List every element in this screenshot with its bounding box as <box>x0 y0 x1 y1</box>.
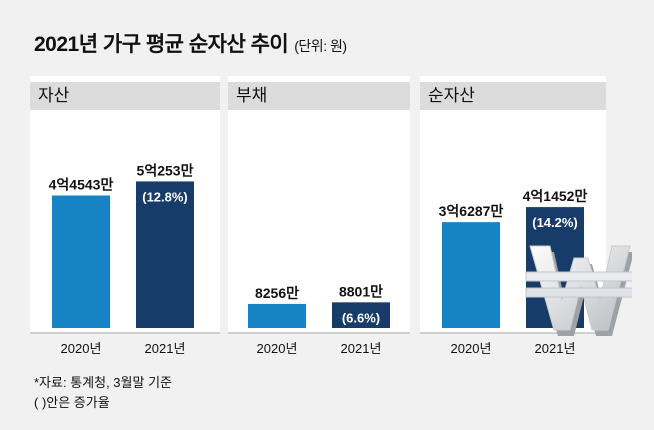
panel-title: 자산 <box>30 82 220 110</box>
bar-plot: 8256만 8801만 (6.6%) <box>248 283 390 328</box>
growth-label: (14.2%) <box>532 215 578 230</box>
panel-title: 부채 <box>228 82 410 110</box>
year-label: 2020년 <box>60 341 102 356</box>
panel-title: 순자산 <box>420 82 606 110</box>
year-label: 2020년 <box>256 341 298 356</box>
growth-label: (12.8%) <box>142 189 188 204</box>
value-label: 8801만 <box>339 283 383 299</box>
chart-title: 2021년 가구 평균 순자산 추이 (단위: 원) <box>34 28 347 58</box>
year-label: 2021년 <box>340 341 382 356</box>
bar-2020 <box>52 195 110 328</box>
year-label: 2021년 <box>144 341 186 356</box>
source-note: *자료: 통계청, 3월말 기준 <box>34 375 172 390</box>
bar-plot: 4억4543만 5억253만 (12.8%) <box>49 162 194 328</box>
growth-note: ( )안은 증가율 <box>34 395 110 410</box>
value-label: 8256만 <box>255 285 299 301</box>
value-label: 4억4543만 <box>49 176 114 192</box>
year-label: 2021년 <box>534 341 576 356</box>
value-label: 4억1452만 <box>523 188 588 204</box>
bar-2020 <box>442 222 500 328</box>
chart-title-text: 2021년 가구 평균 순자산 추이 <box>34 33 289 56</box>
chart-panel-1: 자산 4억4543만 5억253만 (12.8%) <box>30 76 220 334</box>
bar-2020 <box>248 303 306 328</box>
bar-2021 <box>136 181 194 328</box>
bar-2021 <box>332 302 390 328</box>
unit-label: (단위: 원) <box>294 38 347 54</box>
chart-panel-2: 부채 8256만 8801만 (6.6%) <box>228 76 410 334</box>
value-label: 5억253만 <box>137 162 194 178</box>
won-sign-icon <box>525 245 632 336</box>
value-label: 3억6287만 <box>439 203 504 219</box>
year-label: 2020년 <box>450 341 492 356</box>
growth-label: (6.6%) <box>342 310 380 325</box>
